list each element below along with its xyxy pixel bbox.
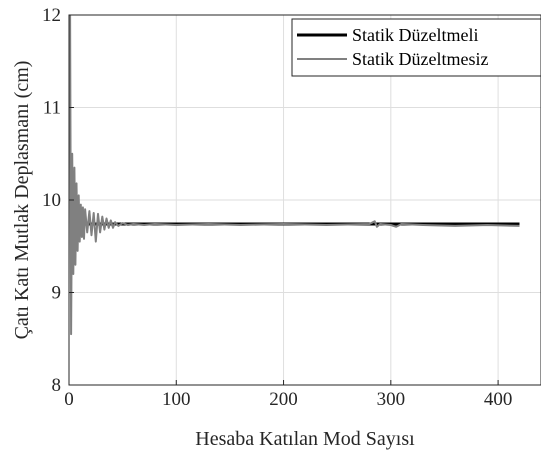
series-line-2 bbox=[69, 14, 520, 336]
y-tick-label: 12 bbox=[42, 5, 61, 26]
y-tick-label: 11 bbox=[43, 98, 61, 119]
x-tick-label: 0 bbox=[64, 389, 74, 410]
y-tick-label: 9 bbox=[52, 283, 62, 304]
legend: Statik Düzeltmeli Statik Düzeltmesiz bbox=[291, 18, 541, 77]
plot-lines bbox=[69, 14, 520, 336]
axis-ticks: 0 100 200 300 400 8 9 10 11 12 bbox=[42, 5, 512, 410]
y-tick-label: 10 bbox=[42, 190, 61, 211]
x-tick-label: 400 bbox=[484, 389, 513, 410]
legend-box bbox=[291, 18, 541, 77]
x-tick-label: 300 bbox=[377, 389, 406, 410]
y-tick-label: 8 bbox=[52, 375, 62, 396]
x-axis-label: Hesaba Katılan Mod Sayısı bbox=[195, 428, 415, 450]
x-tick-label: 100 bbox=[162, 389, 191, 410]
legend-label-2: Statik Düzeltmesiz bbox=[352, 49, 488, 69]
y-axis-label: Çatı Katı Mutlak Deplasmanı (cm) bbox=[11, 61, 33, 340]
legend-label-1: Statik Düzeltmeli bbox=[352, 25, 478, 45]
x-tick-label: 200 bbox=[269, 389, 298, 410]
